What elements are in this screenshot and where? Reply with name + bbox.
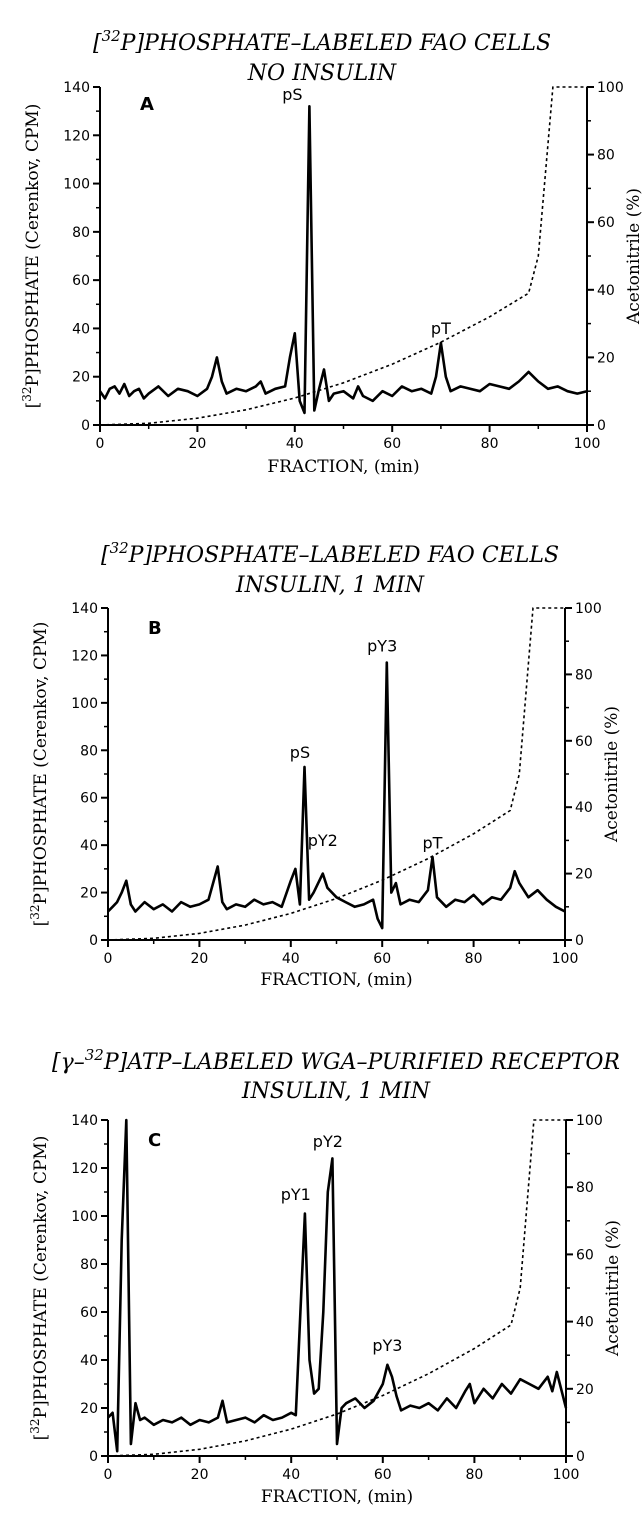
radioactivity-trace-line — [107, 661, 566, 930]
peak-label-py2: pY2 — [308, 831, 338, 850]
y2-axis-label: Acetonitrile (%) — [602, 706, 622, 843]
x-tick-label: 100 — [574, 436, 601, 452]
y-axis-label: [32P]PHOSPHATE (Cerenkov, CPM) — [28, 1136, 51, 1441]
y-tick-label: 100 — [63, 177, 90, 193]
y2-tick-label: 20 — [597, 350, 615, 366]
y-axis-label: [32P]PHOSPHATE (Cerenkov, CPM) — [20, 104, 43, 409]
panel-label: B — [148, 618, 162, 639]
y2-tick-label: 40 — [597, 283, 615, 299]
y2-tick-label: 60 — [575, 734, 593, 750]
y2-axis-label: Acetonitrile (%) — [624, 188, 644, 325]
peak-label-py2: pY2 — [313, 1132, 343, 1151]
y2-tick-label: 80 — [576, 1180, 594, 1196]
y-tick-label: 40 — [80, 1353, 98, 1369]
acetonitrile-gradient-line — [107, 1119, 566, 1457]
x-tick-label: 80 — [465, 951, 483, 967]
panel-label: A — [140, 94, 154, 115]
y-tick-label: 60 — [72, 273, 90, 289]
y-tick-label: 80 — [80, 1257, 98, 1273]
y-tick-label: 140 — [71, 601, 98, 617]
y2-tick-label: 80 — [597, 148, 615, 164]
y-tick-label: 120 — [71, 1161, 98, 1177]
x-tick-label: 60 — [374, 1467, 392, 1483]
x-axis-label: FRACTION, (min) — [260, 970, 412, 990]
chart-title-line2: NO INSULIN — [247, 61, 397, 86]
y2-tick-label: 20 — [576, 1382, 594, 1398]
peak-label-pt: pT — [431, 319, 451, 338]
y2-tick-label: 100 — [597, 80, 624, 96]
peak-label-py3: pY3 — [367, 636, 397, 655]
y-tick-label: 0 — [81, 418, 90, 434]
y2-tick-label: 60 — [597, 215, 615, 231]
y2-tick-label: 100 — [576, 1113, 603, 1129]
peak-label-ps: pS — [282, 85, 302, 104]
y-axis-label: [32P]PHOSPHATE (Cerenkov, CPM) — [28, 622, 51, 927]
y-tick-label: 0 — [89, 1449, 98, 1465]
y-tick-label: 140 — [71, 1113, 98, 1129]
chart-title-line2: INSULIN, 1 MIN — [241, 1079, 431, 1104]
y2-tick-label: 60 — [576, 1247, 594, 1263]
y-tick-label: 40 — [80, 838, 98, 854]
x-tick-label: 40 — [282, 951, 300, 967]
panel-label: C — [148, 1130, 161, 1151]
y2-tick-label: 0 — [597, 418, 606, 434]
y-tick-label: 20 — [80, 1401, 98, 1417]
x-tick-label: 0 — [96, 436, 105, 452]
y-tick-label: 0 — [89, 933, 98, 949]
chart-title-line2: INSULIN, 1 MIN — [235, 573, 425, 598]
y2-tick-label: 20 — [575, 867, 593, 883]
x-tick-label: 0 — [104, 1467, 113, 1483]
y2-axis-label: Acetonitrile (%) — [603, 1220, 623, 1357]
y-tick-label: 20 — [72, 370, 90, 386]
x-tick-label: 0 — [104, 951, 113, 967]
y2-tick-label: 40 — [575, 800, 593, 816]
x-tick-label: 80 — [465, 1467, 483, 1483]
x-tick-label: 100 — [553, 1467, 580, 1483]
chart-title-line1: [32P]PHOSPHATE–LABELED FAO CELLS — [101, 539, 559, 568]
x-axis-label: FRACTION, (min) — [261, 1487, 413, 1507]
y-tick-label: 40 — [72, 321, 90, 337]
peak-label-py3: pY3 — [372, 1336, 402, 1355]
x-tick-label: 80 — [481, 436, 499, 452]
chart-title-line1: [32P]PHOSPHATE–LABELED FAO CELLS — [93, 27, 551, 56]
y-tick-label: 80 — [72, 225, 90, 241]
radioactivity-trace-line — [107, 1118, 568, 1453]
y-tick-label: 80 — [80, 743, 98, 759]
y-tick-label: 100 — [71, 1209, 98, 1225]
peak-label-py1: pY1 — [281, 1185, 311, 1204]
x-tick-label: 60 — [373, 951, 391, 967]
y-tick-label: 100 — [71, 696, 98, 712]
acetonitrile-gradient-line — [99, 86, 587, 426]
x-tick-label: 40 — [282, 1467, 300, 1483]
y2-tick-label: 0 — [576, 1449, 585, 1465]
y-tick-label: 60 — [80, 791, 98, 807]
y2-tick-label: 80 — [575, 667, 593, 683]
chart-title-line1: [γ–32P]ATP–LABELED WGA–PURIFIED RECEPTOR — [52, 1046, 620, 1075]
y2-tick-label: 100 — [575, 601, 602, 617]
y2-tick-label: 40 — [576, 1315, 594, 1331]
radioactivity-trace-line — [98, 105, 588, 415]
y-tick-label: 60 — [80, 1305, 98, 1321]
x-tick-label: 40 — [286, 436, 304, 452]
x-tick-label: 60 — [383, 436, 401, 452]
peak-label-pt: pT — [423, 833, 443, 852]
y2-tick-label: 0 — [575, 933, 584, 949]
y-tick-label: 140 — [63, 80, 90, 96]
chart-panel-c: [γ–32P]ATP–LABELED WGA–PURIFIED RECEPTOR… — [28, 1046, 623, 1507]
x-axis-label: FRACTION, (min) — [267, 457, 419, 477]
peak-label-ps: pS — [290, 743, 310, 762]
acetonitrile-gradient-line — [107, 607, 565, 941]
chart-panel-a: [32P]PHOSPHATE–LABELED FAO CELLS NO INSUL… — [20, 27, 644, 477]
y-tick-label: 20 — [80, 886, 98, 902]
y-tick-label: 120 — [63, 128, 90, 144]
x-tick-label: 100 — [552, 951, 579, 967]
chart-panel-b: [32P]PHOSPHATE–LABELED FAO CELLS INSULIN,… — [28, 539, 622, 990]
x-tick-label: 20 — [190, 951, 208, 967]
x-tick-label: 20 — [188, 436, 206, 452]
x-tick-label: 20 — [191, 1467, 209, 1483]
y-tick-label: 120 — [71, 648, 98, 664]
